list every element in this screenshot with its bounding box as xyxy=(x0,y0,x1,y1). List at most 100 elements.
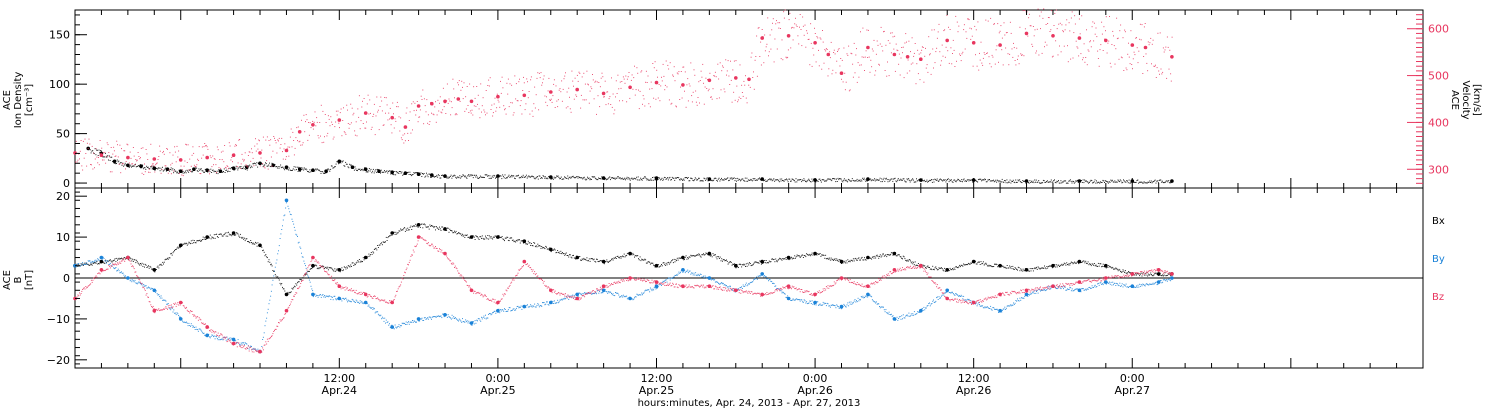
bx-sample xyxy=(108,260,110,262)
by-sample xyxy=(223,336,225,338)
velocity-sample xyxy=(366,103,368,105)
velocity-sample xyxy=(289,146,291,148)
velocity-point xyxy=(1170,55,1174,59)
velocity-sample xyxy=(274,140,276,141)
density-sample xyxy=(855,180,856,182)
velocity-sample xyxy=(304,131,306,133)
by-sample xyxy=(381,316,383,318)
velocity-sample xyxy=(609,96,611,98)
by-sample xyxy=(75,264,76,266)
velocity-sample xyxy=(476,86,478,87)
density-sample xyxy=(487,175,489,177)
density-sample xyxy=(522,176,523,178)
density-sample xyxy=(437,174,439,176)
density-sample xyxy=(1167,181,1169,183)
by-sample xyxy=(84,263,86,265)
bx-sample xyxy=(848,260,850,262)
density-sample xyxy=(924,181,926,183)
bx-sample xyxy=(370,254,371,256)
by-sample xyxy=(431,318,432,320)
density-sample xyxy=(695,178,697,180)
velocity-sample xyxy=(628,72,630,73)
bx-sample xyxy=(1021,269,1022,271)
velocity-sample xyxy=(344,132,346,134)
bx-sample xyxy=(266,256,268,258)
bx-sample xyxy=(533,242,535,243)
by-sample xyxy=(184,321,186,323)
density-sample xyxy=(609,176,611,178)
bx-sample xyxy=(924,265,926,267)
velocity-sample xyxy=(553,79,555,81)
velocity-sample xyxy=(301,119,302,121)
velocity-sample xyxy=(668,68,670,70)
velocity-point xyxy=(284,148,289,153)
velocity-sample xyxy=(496,107,498,109)
density-tick-label: 50 xyxy=(56,128,70,141)
velocity-sample xyxy=(556,100,558,102)
by-sample xyxy=(161,297,163,299)
density-sample xyxy=(519,176,521,178)
velocity-sample xyxy=(1063,31,1064,33)
velocity-sample xyxy=(756,75,758,77)
velocity-sample xyxy=(336,114,338,116)
velocity-sample xyxy=(502,87,504,89)
density-sample xyxy=(951,181,953,183)
velocity-point xyxy=(707,78,712,83)
velocity-sample xyxy=(1078,55,1080,57)
bx-sample xyxy=(894,254,896,256)
bx-sample xyxy=(232,233,234,235)
velocity-sample xyxy=(1074,23,1076,25)
by-sample xyxy=(227,338,229,340)
by-sample xyxy=(125,275,126,277)
velocity-sample xyxy=(1117,37,1119,39)
velocity-sample xyxy=(265,139,267,141)
bx-sample xyxy=(759,260,761,262)
density-sample xyxy=(280,164,282,166)
density-sample xyxy=(276,167,278,169)
density-sample xyxy=(254,163,256,164)
velocity-sample xyxy=(1107,42,1109,44)
velocity-sample xyxy=(317,135,319,137)
density-sample xyxy=(965,180,967,182)
velocity-sample xyxy=(890,32,892,34)
bx-sample xyxy=(657,264,659,265)
density-sample xyxy=(449,176,450,178)
velocity-sample xyxy=(1070,17,1072,19)
velocity-sample xyxy=(902,52,903,54)
density-sample xyxy=(433,175,435,177)
density-sample xyxy=(897,179,898,181)
bx-sample xyxy=(973,260,975,262)
by-sample xyxy=(206,336,208,338)
bx-sample xyxy=(618,257,620,259)
bx-sample xyxy=(916,264,918,266)
density-sample xyxy=(770,179,772,181)
bx-sample xyxy=(160,263,162,265)
by-sample xyxy=(455,318,457,320)
density-sample xyxy=(406,173,408,175)
density-sample xyxy=(832,178,833,180)
bx-sample xyxy=(1103,266,1105,267)
velocity-sample xyxy=(1108,40,1110,42)
density-sample xyxy=(575,176,577,178)
bx-sample xyxy=(516,240,518,242)
bx-sample xyxy=(327,266,329,268)
velocity-sample xyxy=(1137,62,1139,64)
by-sample xyxy=(418,320,420,322)
by-sample xyxy=(427,318,429,320)
bx-sample xyxy=(363,259,365,261)
bx-sample xyxy=(957,267,959,269)
bx-sample xyxy=(1162,275,1164,277)
density-sample xyxy=(197,170,199,172)
velocity-sample xyxy=(190,170,191,172)
density-sample xyxy=(457,176,459,178)
density-sample xyxy=(506,177,508,179)
velocity-sample xyxy=(612,93,614,95)
density-sample xyxy=(713,179,715,181)
velocity-sample xyxy=(649,106,651,108)
density-sample xyxy=(423,173,425,174)
velocity-sample xyxy=(625,75,627,77)
by-sample xyxy=(102,259,103,261)
bx-sample xyxy=(612,259,614,261)
velocity-sample xyxy=(333,136,335,138)
velocity-sample xyxy=(886,75,888,77)
